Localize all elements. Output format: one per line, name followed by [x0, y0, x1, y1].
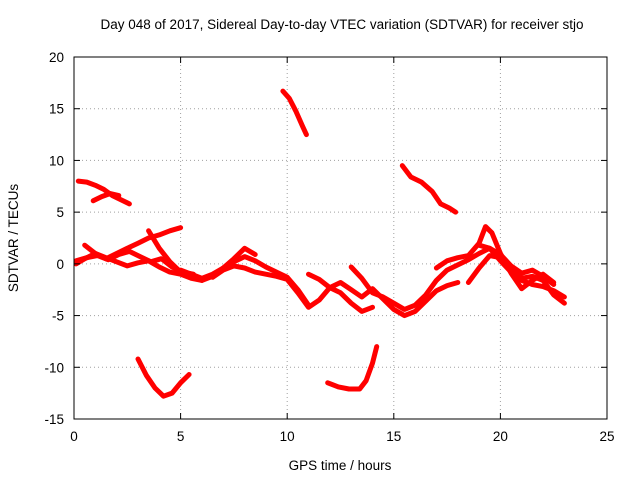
- y-tick-label: 5: [56, 205, 64, 220]
- trace-13: [399, 163, 459, 215]
- y-tick-label: 0: [56, 257, 64, 272]
- y-tick-label: -15: [44, 412, 64, 427]
- x-tick-label: 5: [177, 429, 185, 444]
- x-tick-label: 0: [70, 429, 78, 444]
- trace-12: [325, 344, 380, 392]
- y-axis-label: SDTVAR / TECUs: [6, 184, 21, 293]
- x-axis-label: GPS time / hours: [289, 458, 392, 473]
- axis-ticks: 0 5 10 15 20 25 -15 -10 -5 0 5 10 15 20: [44, 50, 614, 444]
- trace-9: [210, 263, 375, 314]
- x-tick-label: 15: [386, 429, 401, 444]
- trace-6: [135, 356, 192, 399]
- y-tick-label: 10: [49, 153, 64, 168]
- grid: [74, 57, 607, 419]
- y-tick-label: 15: [49, 102, 64, 117]
- trace-7: [146, 228, 258, 283]
- y-tick-label: -10: [44, 360, 64, 375]
- trace-15: [433, 224, 557, 292]
- y-tick-label: 20: [49, 50, 64, 65]
- trace-5: [90, 191, 122, 204]
- x-tick-label: 25: [599, 429, 614, 444]
- trace-4: [75, 178, 132, 207]
- chart-title: Day 048 of 2017, Sidereal Day-to-day VTE…: [101, 17, 584, 32]
- x-tick-label: 20: [493, 429, 508, 444]
- x-tick-label: 10: [280, 429, 295, 444]
- data-traces: [73, 88, 567, 399]
- y-tick-label: -5: [52, 309, 64, 324]
- trace-16: [465, 253, 567, 306]
- plot-frame: [73, 56, 608, 420]
- trace-3: [82, 225, 184, 262]
- trace-17: [476, 242, 557, 287]
- trace-11: [280, 88, 309, 138]
